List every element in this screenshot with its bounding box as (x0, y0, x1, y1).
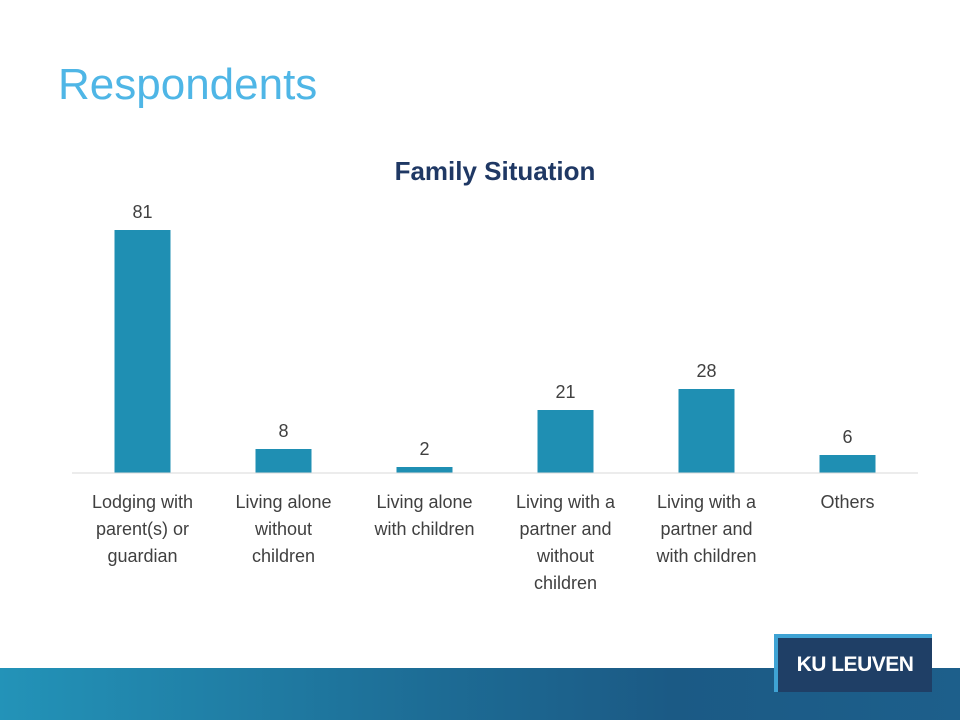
category-label-1: Living alone without children (235, 492, 331, 566)
category-label-2: Living alone with children (373, 492, 474, 539)
category-label-line: Living with a (657, 492, 757, 512)
bar-0 (114, 230, 171, 473)
category-label-line: children (252, 546, 315, 566)
data-labels-group: 81 8 2 21 28 6 (132, 202, 852, 459)
category-label-line: with children (655, 546, 756, 566)
category-label-line: without (254, 519, 312, 539)
bar-2 (396, 467, 453, 473)
category-label-line: children (534, 573, 597, 593)
category-label-line: with children (373, 519, 474, 539)
category-label-line: parent(s) or (96, 519, 189, 539)
category-label-line: Living alone (376, 492, 472, 512)
bar-4 (678, 389, 735, 473)
category-label-line: partner and (660, 519, 752, 539)
category-label-0: Lodging with parent(s) or guardian (92, 492, 193, 566)
category-label-line: Living alone (235, 492, 331, 512)
data-label-1: 8 (278, 421, 288, 441)
category-label-3: Living with a partner and without children (516, 492, 616, 593)
data-label-4: 28 (696, 361, 716, 381)
data-label-0: 81 (132, 202, 152, 222)
chart-title: Family Situation (395, 156, 596, 186)
category-label-line: without (536, 546, 594, 566)
logo-text: KU LEUVEN (796, 653, 914, 676)
data-label-2: 2 (419, 439, 429, 459)
bar-3 (537, 410, 594, 473)
ku-leuven-logo: KU LEUVEN (774, 634, 932, 692)
category-label-line: guardian (107, 546, 177, 566)
bar-chart: Family Situation 81 8 2 21 28 6 Lodging with p… (72, 156, 918, 593)
category-label-line: Lodging with (92, 492, 193, 512)
category-labels-group: Lodging with parent(s) or guardian Living a… (92, 492, 875, 593)
category-label-5: Others (820, 492, 874, 512)
category-label-line: partner and (519, 519, 611, 539)
data-label-5: 6 (842, 427, 852, 447)
bar-1 (255, 449, 312, 473)
bar-5 (819, 455, 876, 473)
bars-group (114, 230, 876, 473)
slide-title: Respondents (58, 60, 318, 109)
category-label-4: Living with a partner and with children (655, 492, 757, 566)
category-label-line: Living with a (516, 492, 616, 512)
category-label-line: Others (820, 492, 874, 512)
data-label-3: 21 (555, 382, 575, 402)
